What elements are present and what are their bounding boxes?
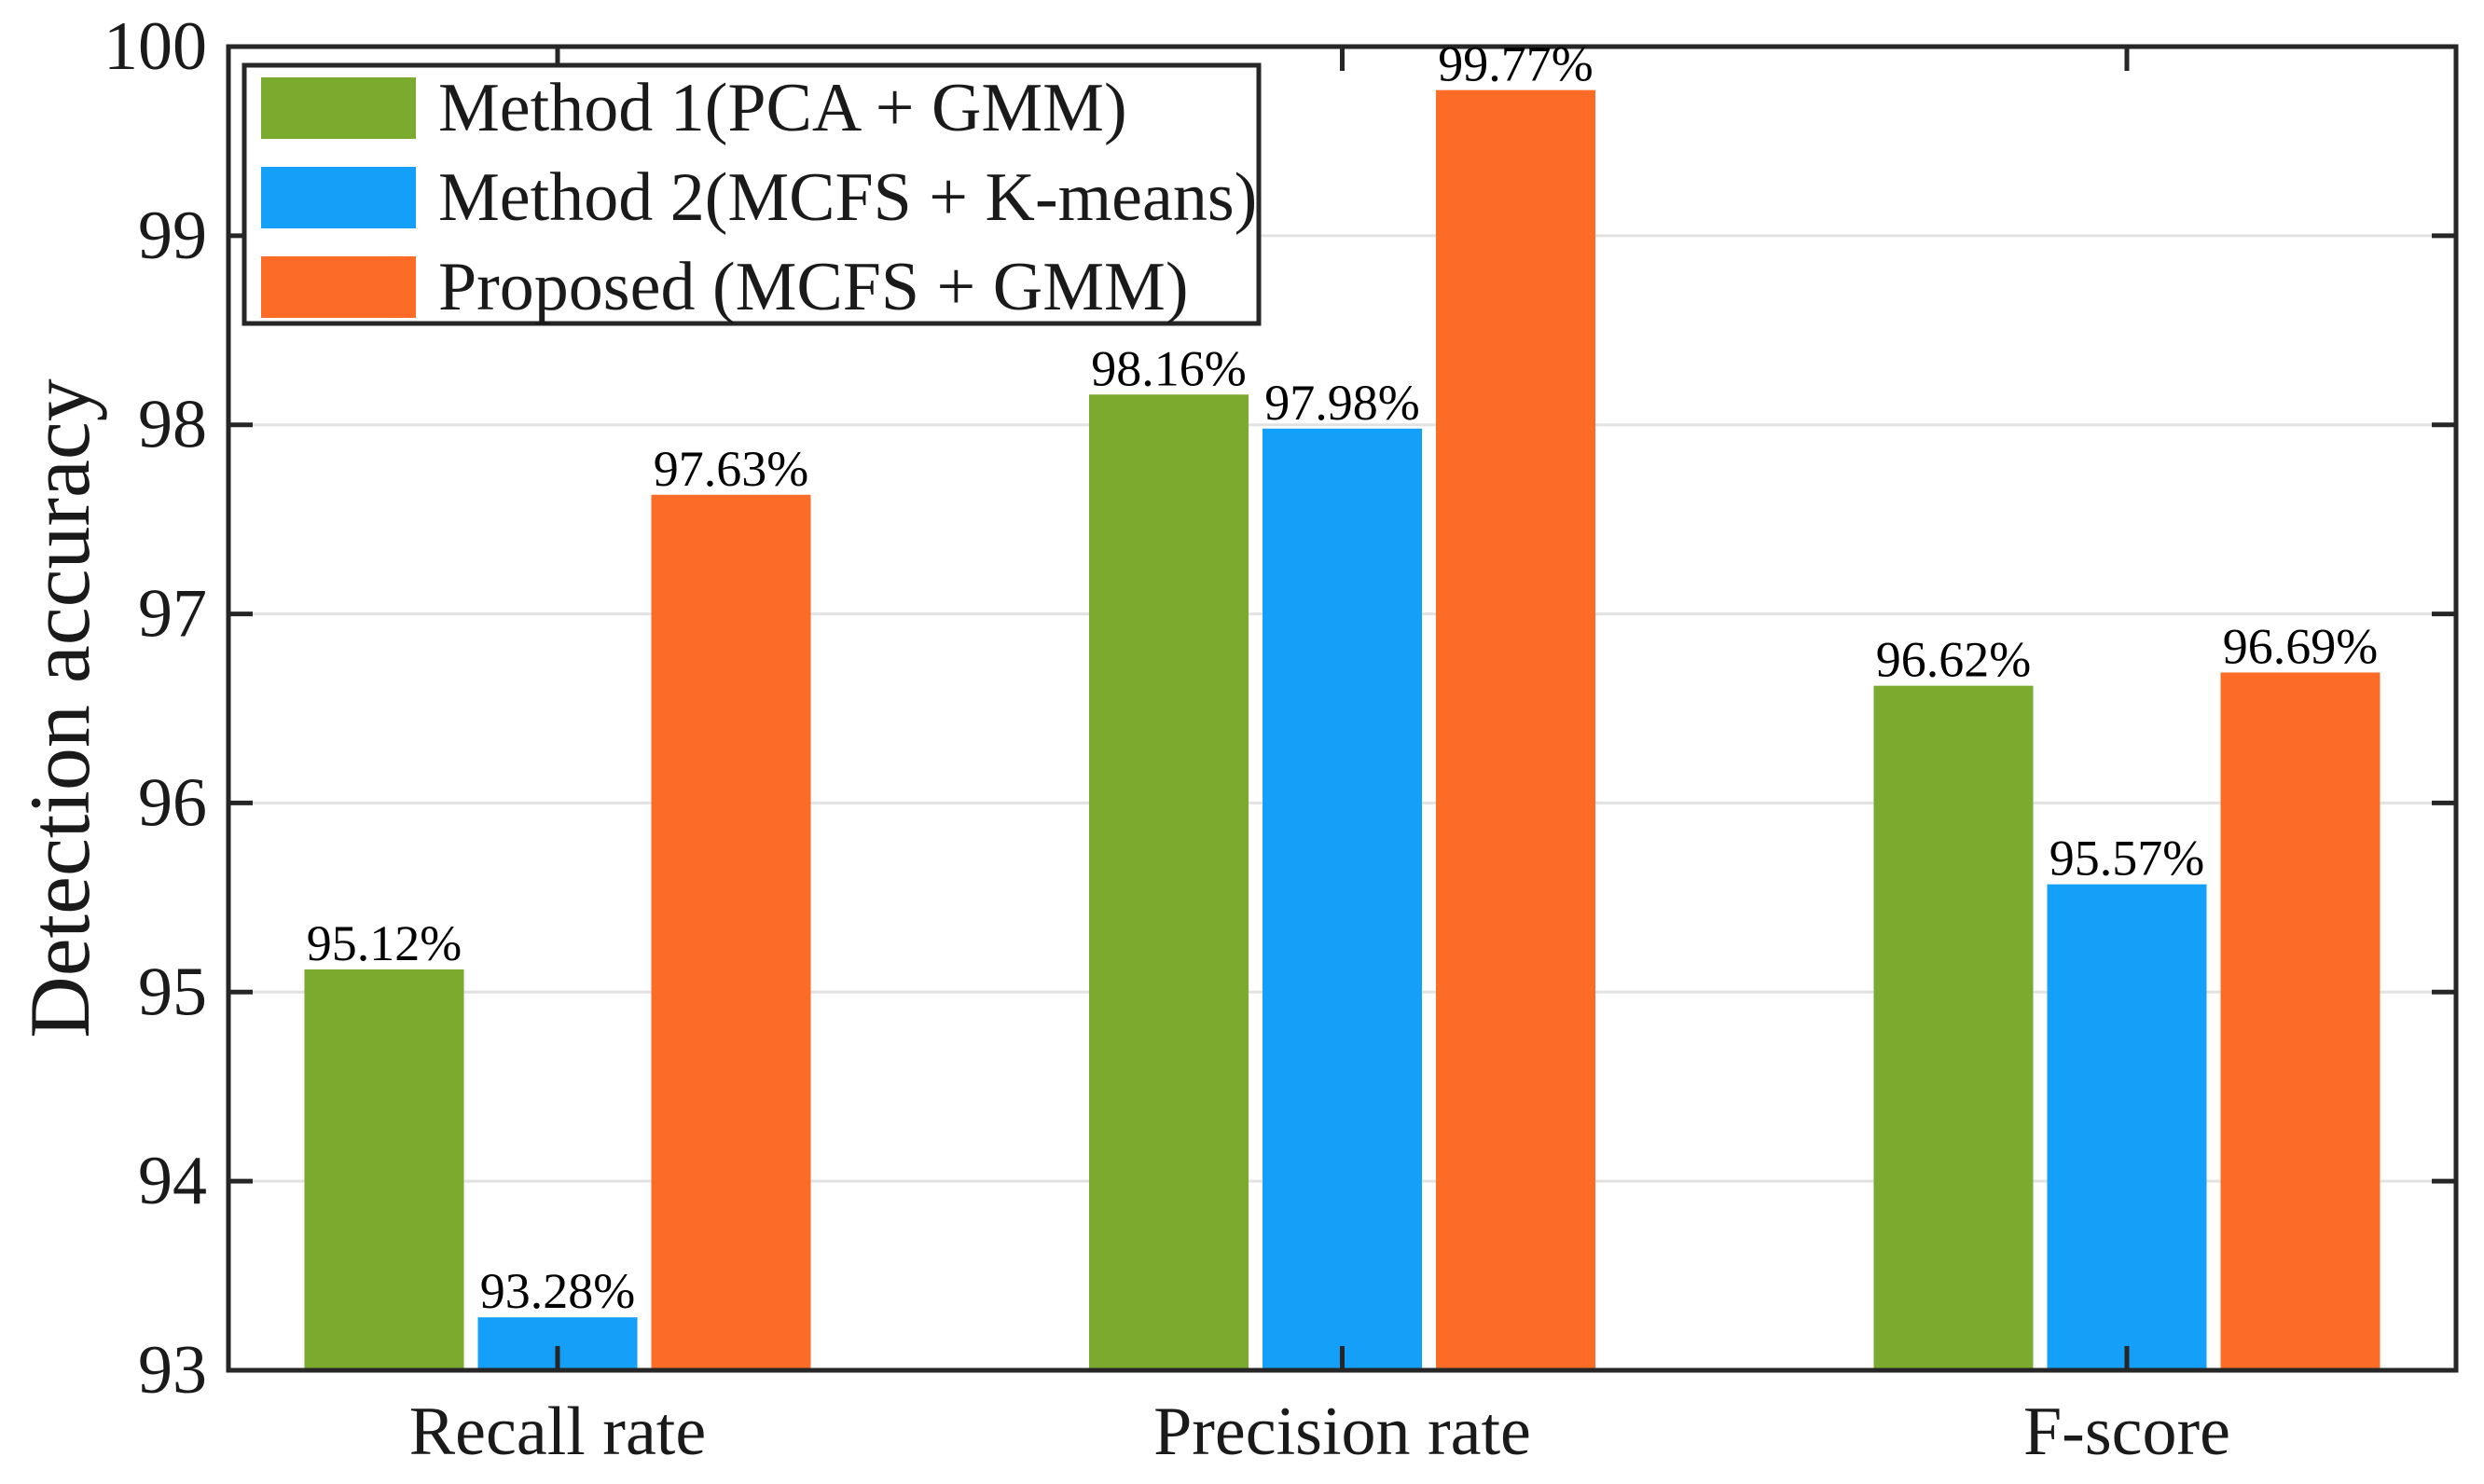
value-label: 96.62%	[1876, 632, 2031, 688]
value-label: 96.69%	[2223, 618, 2378, 674]
y-tick-label: 98	[138, 387, 207, 463]
legend-swatch-series2	[261, 167, 416, 228]
y-axis-title: Detection accuracy	[12, 378, 107, 1037]
x-category-label: Recall rate	[409, 1394, 706, 1470]
bar-series3-cat1	[651, 494, 811, 1370]
legend-swatch-series3	[261, 256, 416, 318]
bar-series2-cat3	[2047, 884, 2207, 1370]
value-label: 99.77%	[1438, 36, 1593, 92]
bar-series1-cat2	[1089, 394, 1249, 1371]
y-tick-label: 95	[138, 954, 207, 1030]
x-category-label: F-score	[2023, 1394, 2230, 1470]
value-label: 95.57%	[2049, 831, 2204, 886]
value-label: 95.12%	[307, 915, 462, 971]
value-label: 97.98%	[1264, 375, 1419, 431]
value-label: 93.28%	[480, 1263, 635, 1319]
value-label: 98.16%	[1091, 340, 1246, 396]
legend-label-series2: Method 2(MCFS + K-means)	[438, 159, 1257, 236]
y-tick-label: 99	[138, 198, 207, 274]
y-tick-label: 96	[138, 764, 207, 841]
legend-label-series3: Proposed (MCFS + GMM)	[438, 249, 1188, 325]
bar-series3-cat3	[2220, 672, 2380, 1370]
y-tick-label: 93	[138, 1332, 207, 1408]
bar-series1-cat3	[1873, 685, 2034, 1370]
value-label: 97.63%	[654, 441, 808, 497]
bar-series1-cat1	[304, 969, 464, 1370]
y-tick-label: 100	[104, 8, 207, 85]
x-category-label: Precision rate	[1153, 1394, 1531, 1470]
bar-series3-cat2	[1436, 89, 1595, 1371]
y-tick-label: 94	[138, 1143, 207, 1219]
legend-label-series1: Method 1(PCA + GMM)	[438, 70, 1127, 146]
bar-series2-cat2	[1263, 428, 1422, 1370]
y-tick-label: 97	[138, 576, 207, 653]
legend-swatch-series1	[261, 77, 416, 139]
